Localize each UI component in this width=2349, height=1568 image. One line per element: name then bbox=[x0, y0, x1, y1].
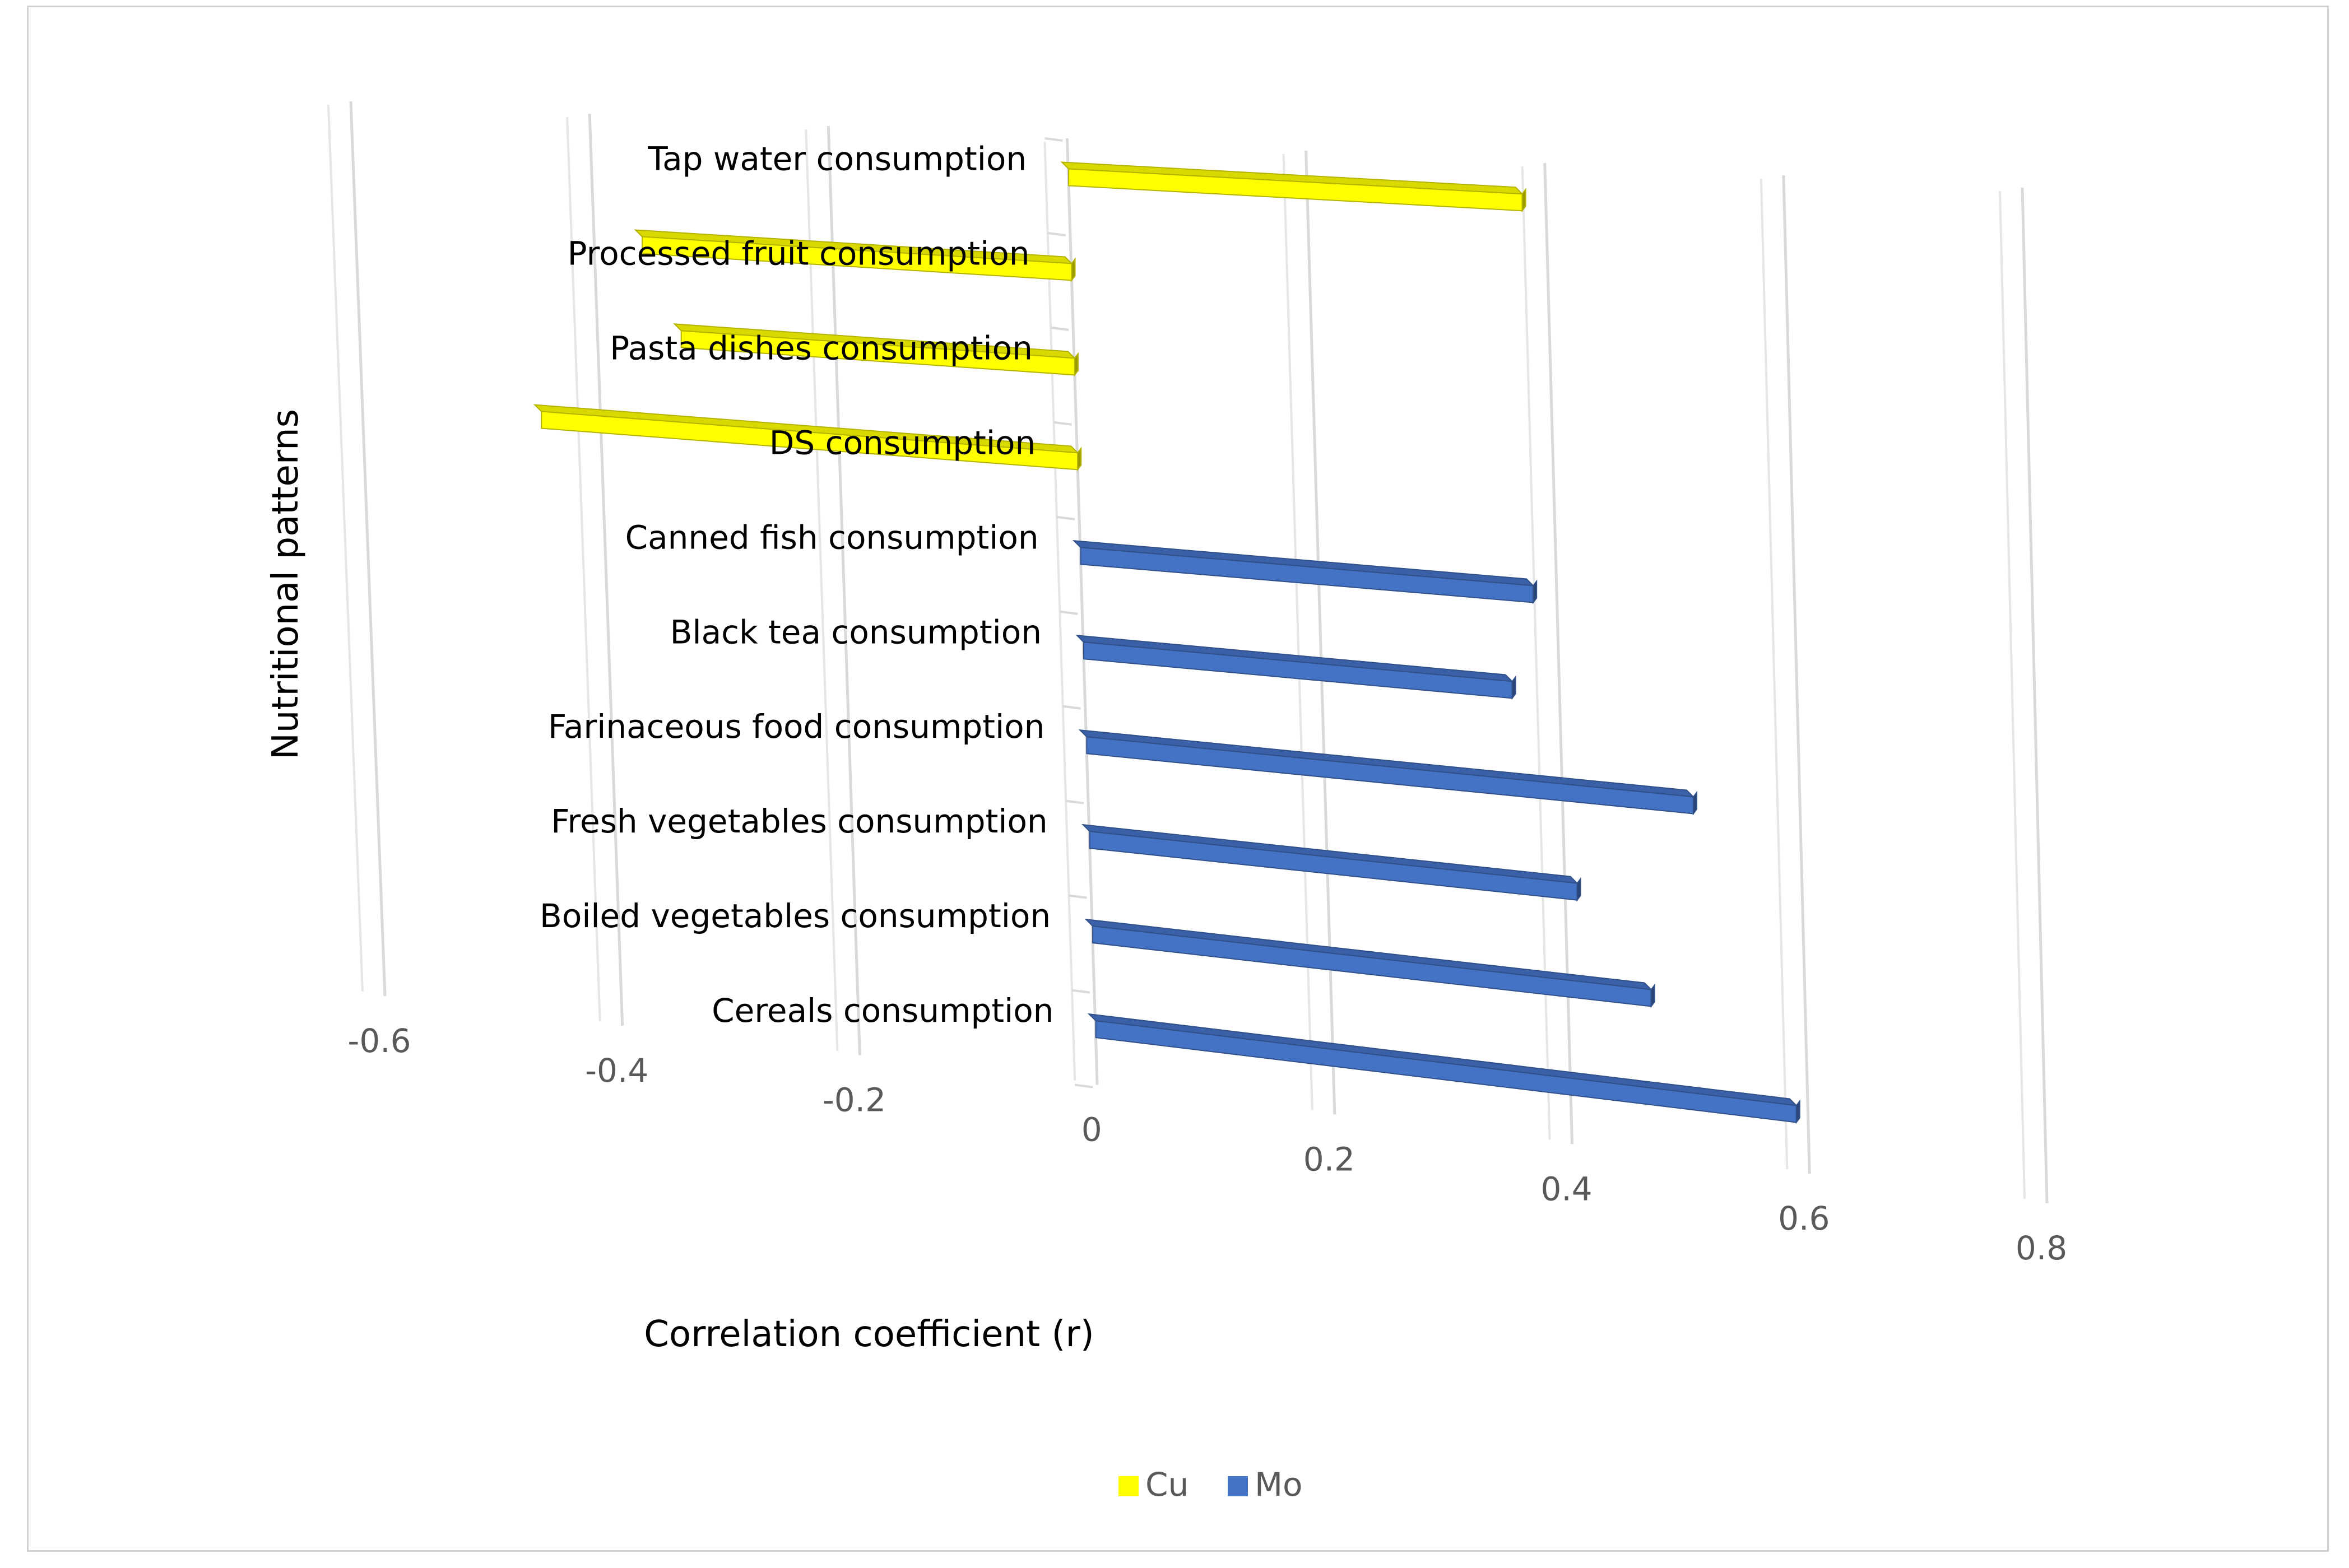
gridlines bbox=[327, 101, 2049, 1204]
category-tick bbox=[1044, 137, 1063, 142]
category-tick bbox=[1071, 989, 1090, 994]
bar-mo bbox=[1081, 823, 1581, 902]
legend-swatch-cu bbox=[1118, 1476, 1139, 1496]
x-tick-label: 0 bbox=[1081, 1111, 1102, 1149]
category-label: Black tea consumption bbox=[670, 613, 1042, 651]
category-tick bbox=[1060, 610, 1078, 615]
gridline bbox=[1782, 175, 1811, 1174]
category-axis-ticks bbox=[1044, 137, 1093, 1088]
category-labels: Tap water consumption Processed fruit con… bbox=[540, 139, 1053, 1030]
gridline bbox=[588, 113, 624, 1026]
category-label: DS consumption bbox=[769, 424, 1036, 462]
value-tick-labels: -0.6 -0.4 -0.2 0 0.2 0.4 0.6 0.8 bbox=[347, 1022, 2067, 1267]
gridline bbox=[349, 101, 387, 997]
category-label: Processed fruit consumption bbox=[568, 234, 1030, 272]
bar-cu bbox=[634, 229, 1076, 282]
x-tick-label: -0.4 bbox=[585, 1051, 648, 1090]
legend-label-cu: Cu bbox=[1145, 1465, 1189, 1504]
category-tick bbox=[1053, 421, 1072, 426]
category-tick bbox=[1065, 799, 1084, 804]
x-tick-label: 0.6 bbox=[1778, 1199, 1830, 1237]
chart: Tap water consumption Processed fruit con… bbox=[265, 101, 2067, 1504]
category-label: Tap water consumption bbox=[647, 139, 1027, 178]
bar-cu bbox=[533, 404, 1082, 472]
legend-label-mo: Mo bbox=[1255, 1465, 1303, 1504]
category-tick bbox=[1050, 326, 1069, 331]
category-tick bbox=[1069, 894, 1087, 899]
bar-mo bbox=[1075, 635, 1516, 700]
x-tick-label: 0.8 bbox=[2016, 1229, 2067, 1267]
bar-mo bbox=[1072, 540, 1538, 604]
bar-cu bbox=[673, 323, 1079, 377]
category-label: Fresh vegetables consumption bbox=[551, 802, 1047, 840]
gridline-back bbox=[566, 117, 601, 1021]
x-tick-label: -0.2 bbox=[823, 1081, 886, 1119]
gridline-back bbox=[1999, 190, 2026, 1199]
legend-swatch-mo bbox=[1228, 1476, 1248, 1496]
gridline-back bbox=[1760, 178, 1789, 1170]
category-label: Farinaceous food consumption bbox=[548, 708, 1044, 746]
x-tick-label: 0.2 bbox=[1303, 1140, 1355, 1178]
gridline bbox=[827, 125, 861, 1055]
category-tick bbox=[1056, 515, 1075, 520]
gridline-back bbox=[805, 129, 839, 1051]
legend: Cu Mo bbox=[1118, 1465, 1303, 1504]
category-label: Boiled vegetables consumption bbox=[540, 897, 1051, 935]
x-axis-title: Correlation coefficient (r) bbox=[644, 1314, 1094, 1355]
gridline bbox=[2021, 187, 2049, 1204]
category-label: Cereals consumption bbox=[712, 992, 1053, 1030]
bar-cu bbox=[1060, 161, 1526, 213]
category-label: Canned fish consumption bbox=[625, 518, 1039, 556]
category-tick bbox=[1062, 705, 1081, 710]
category-tick bbox=[1047, 231, 1066, 236]
gridline-back bbox=[1043, 141, 1076, 1081]
x-tick-label: -0.6 bbox=[347, 1022, 411, 1060]
bars bbox=[533, 161, 1800, 1124]
bar-mo bbox=[1087, 1013, 1800, 1124]
bar-mo bbox=[1078, 729, 1697, 816]
gridline-back bbox=[327, 104, 364, 992]
bar-mo bbox=[1084, 918, 1655, 1008]
category-label: Pasta dishes consumption bbox=[610, 329, 1033, 367]
chart-frame: Tap water consumption Processed fruit con… bbox=[27, 6, 2329, 1552]
x-tick-label: 0.4 bbox=[1540, 1170, 1592, 1208]
y-axis-title: Nutritional patterns bbox=[265, 409, 307, 760]
category-tick bbox=[1074, 1083, 1093, 1088]
